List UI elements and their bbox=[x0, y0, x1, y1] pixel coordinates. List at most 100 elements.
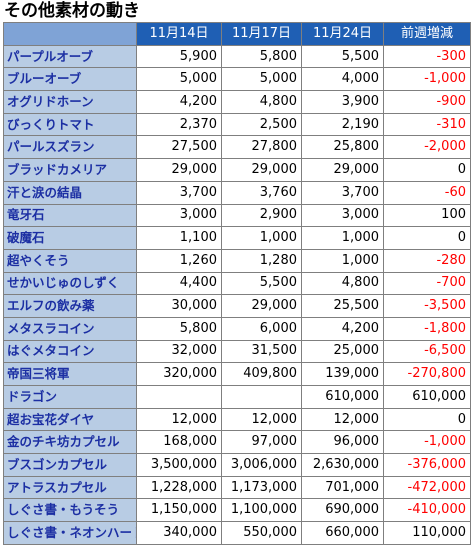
table-row: 帝国三将軍 320,000 409,800 139,000 -270,800 bbox=[3, 362, 471, 386]
price-cell-date-1: 1,150,000 bbox=[136, 498, 222, 523]
price-cell-date-1: 1,228,000 bbox=[136, 475, 222, 500]
price-cell-date-1: 27,500 bbox=[136, 135, 222, 160]
price-cell-date-2: 29,000 bbox=[221, 294, 302, 318]
price-cell-date-3: 25,800 bbox=[301, 135, 384, 160]
price-cell-date-1: 1,260 bbox=[136, 248, 222, 273]
price-cell-date-1: 5,000 bbox=[136, 67, 222, 92]
price-cell-date-2: 27,800 bbox=[221, 135, 302, 160]
item-name-cell: アトラスカプセル bbox=[3, 475, 137, 500]
price-cell-date-3: 610,000 bbox=[301, 385, 384, 409]
table-row: ドラゴン 610,000 610,000 bbox=[3, 385, 471, 409]
change-cell: -1,000 bbox=[383, 430, 471, 455]
price-cell-date-1 bbox=[136, 385, 222, 409]
item-name-cell: せかいじゅのしずく bbox=[3, 271, 137, 296]
change-cell: -60 bbox=[383, 180, 471, 205]
price-cell-date-2: 5,500 bbox=[221, 271, 302, 296]
change-cell: -1,000 bbox=[383, 67, 471, 92]
price-cell-date-2: 3,006,000 bbox=[221, 453, 302, 477]
table-row: 竜牙石 3,000 2,900 3,000 100 bbox=[3, 203, 471, 228]
change-cell: 0 bbox=[383, 226, 471, 250]
price-cell-date-2: 1,280 bbox=[221, 248, 302, 273]
price-cell-date-1: 3,700 bbox=[136, 180, 222, 205]
change-cell: -376,000 bbox=[383, 453, 471, 477]
header-cell-corner bbox=[3, 22, 137, 46]
table-row: 超やくそう 1,260 1,280 1,000 -280 bbox=[3, 248, 471, 273]
price-cell-date-1: 12,000 bbox=[136, 407, 222, 432]
table-row: ブルーオーブ 5,000 5,000 4,000 -1,000 bbox=[3, 67, 471, 92]
price-cell-date-2: 409,800 bbox=[221, 362, 302, 386]
price-cell-date-3: 660,000 bbox=[301, 521, 384, 545]
change-cell: -900 bbox=[383, 90, 471, 114]
price-cell-date-2: 1,173,000 bbox=[221, 475, 302, 500]
table-row: アトラスカプセル 1,228,000 1,173,000 701,000 -472,00… bbox=[3, 475, 471, 500]
price-cell-date-3: 4,000 bbox=[301, 67, 384, 92]
price-cell-date-1: 3,500,000 bbox=[136, 453, 222, 477]
table-row: メタスラコイン 5,800 6,000 4,200 -1,800 bbox=[3, 316, 471, 341]
price-cell-date-2: 1,100,000 bbox=[221, 498, 302, 523]
change-cell: 100 bbox=[383, 203, 471, 228]
price-cell-date-2: 29,000 bbox=[221, 158, 302, 182]
item-name-cell: 破魔石 bbox=[3, 226, 137, 250]
price-cell-date-2 bbox=[221, 385, 302, 409]
price-cell-date-3: 139,000 bbox=[301, 362, 384, 386]
price-cell-date-2: 2,900 bbox=[221, 203, 302, 228]
change-cell: 0 bbox=[383, 158, 471, 182]
price-cell-date-3: 2,190 bbox=[301, 112, 384, 137]
table-row: せかいじゅのしずく 4,400 5,500 4,800 -700 bbox=[3, 271, 471, 296]
header-cell-change: 前週増減 bbox=[383, 22, 471, 46]
page-title: その他素材の動き bbox=[4, 1, 140, 21]
price-cell-date-3: 3,700 bbox=[301, 180, 384, 205]
item-name-cell: ブスゴンカプセル bbox=[3, 453, 137, 477]
item-name-cell: パールスズラン bbox=[3, 135, 137, 160]
change-cell: -3,500 bbox=[383, 294, 471, 318]
price-cell-date-1: 2,370 bbox=[136, 112, 222, 137]
table-row: オグリドホーン 4,200 4,800 3,900 -900 bbox=[3, 90, 471, 114]
table-row: ブスゴンカプセル 3,500,000 3,006,000 2,630,000 -376,… bbox=[3, 453, 471, 477]
table-row: 超お宝花ダイヤ 12,000 12,000 12,000 0 bbox=[3, 407, 471, 432]
table-row: はぐメタコイン 32,000 31,500 25,000 -6,500 bbox=[3, 339, 471, 364]
item-name-cell: 超やくそう bbox=[3, 248, 137, 273]
price-cell-date-1: 5,900 bbox=[136, 44, 222, 69]
price-cell-date-3: 29,000 bbox=[301, 158, 384, 182]
table-row: パールスズラン 27,500 27,800 25,800 -2,000 bbox=[3, 135, 471, 160]
change-cell: -6,500 bbox=[383, 339, 471, 364]
price-cell-date-2: 97,000 bbox=[221, 430, 302, 455]
price-table: 11月14日 11月17日 11月24日 前週増減 パープルオーブ 5,900 5,… bbox=[3, 22, 471, 545]
price-cell-date-1: 168,000 bbox=[136, 430, 222, 455]
price-cell-date-3: 5,500 bbox=[301, 44, 384, 69]
price-cell-date-2: 12,000 bbox=[221, 407, 302, 432]
item-name-cell: オグリドホーン bbox=[3, 90, 137, 114]
price-cell-date-2: 1,000 bbox=[221, 226, 302, 250]
price-cell-date-2: 6,000 bbox=[221, 316, 302, 341]
price-cell-date-3: 12,000 bbox=[301, 407, 384, 432]
table-row: 破魔石 1,100 1,000 1,000 0 bbox=[3, 226, 471, 250]
change-cell: -2,000 bbox=[383, 135, 471, 160]
price-cell-date-2: 5,800 bbox=[221, 44, 302, 69]
price-cell-date-1: 30,000 bbox=[136, 294, 222, 318]
change-cell: 610,000 bbox=[383, 385, 471, 409]
price-cell-date-1: 32,000 bbox=[136, 339, 222, 364]
price-cell-date-2: 31,500 bbox=[221, 339, 302, 364]
price-cell-date-1: 5,800 bbox=[136, 316, 222, 341]
price-cell-date-3: 3,000 bbox=[301, 203, 384, 228]
price-cell-date-3: 2,630,000 bbox=[301, 453, 384, 477]
item-name-cell: 金のチキ坊カプセル bbox=[3, 430, 137, 455]
price-cell-date-3: 1,000 bbox=[301, 248, 384, 273]
change-cell: -410,000 bbox=[383, 498, 471, 523]
table-row: パープルオーブ 5,900 5,800 5,500 -300 bbox=[3, 44, 471, 69]
table-row: エルフの飲み薬 30,000 29,000 25,500 -3,500 bbox=[3, 294, 471, 318]
price-cell-date-1: 4,200 bbox=[136, 90, 222, 114]
table-row: しぐさ書・ネオンハート 340,000 550,000 660,000 110,000 bbox=[3, 521, 471, 545]
table-row: ブラッドカメリア 29,000 29,000 29,000 0 bbox=[3, 158, 471, 182]
item-name-cell: はぐメタコイン bbox=[3, 339, 137, 364]
item-name-cell: ドラゴン bbox=[3, 385, 137, 409]
change-cell: -310 bbox=[383, 112, 471, 137]
price-cell-date-3: 690,000 bbox=[301, 498, 384, 523]
price-cell-date-3: 4,200 bbox=[301, 316, 384, 341]
table-row: びっくりトマト 2,370 2,500 2,190 -310 bbox=[3, 112, 471, 137]
change-cell: -1,800 bbox=[383, 316, 471, 341]
price-cell-date-1: 320,000 bbox=[136, 362, 222, 386]
price-cell-date-1: 4,400 bbox=[136, 271, 222, 296]
price-cell-date-1: 29,000 bbox=[136, 158, 222, 182]
header-cell-date-3: 11月24日 bbox=[301, 22, 384, 46]
